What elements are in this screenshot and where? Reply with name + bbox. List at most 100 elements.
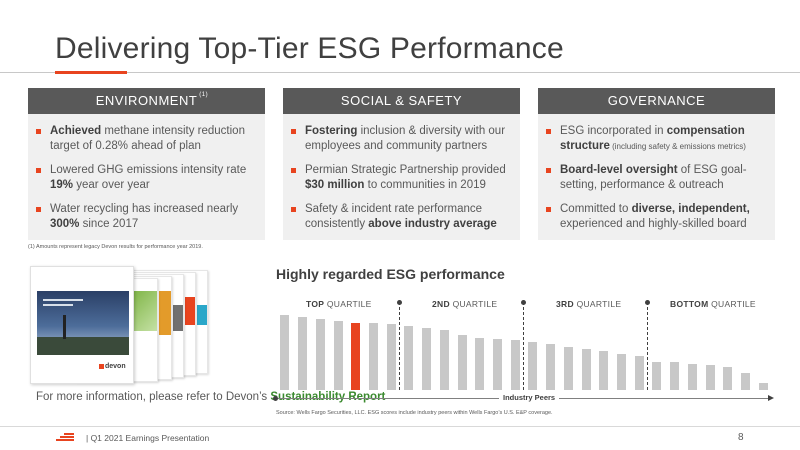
peer-bar (634, 355, 644, 390)
peer-bar (670, 362, 680, 390)
governance-panel: GOVERNANCE ESG incorporated in compensat… (538, 88, 775, 240)
peer-bar (687, 363, 697, 390)
environment-item-2-text-end: year over year (73, 179, 150, 191)
devon-logo-text: devon (105, 363, 126, 370)
environment-footnote-marker: (1) (199, 92, 209, 98)
social-item-1-text: inclusion & diversity with our employees… (305, 125, 506, 152)
devon-bar (351, 322, 361, 390)
footer-presentation-name: | Q1 2021 Earnings Presentation (86, 433, 210, 443)
peer-bar (422, 327, 432, 390)
governance-heading: GOVERNANCE (538, 88, 775, 114)
governance-item-2: Board-level oversight of ESG goal-settin… (546, 163, 761, 193)
peer-bar (368, 322, 378, 390)
sustainability-report-thumbnail[interactable]: devon (30, 266, 220, 384)
governance-item-2-bold: Board-level oversight (560, 164, 678, 176)
title-accent-bar (55, 71, 127, 74)
social-item-2-text: Permian Strategic Partnership provided (305, 164, 506, 176)
page-number: 8 (738, 432, 744, 443)
governance-item-1-bold: compensation structure (560, 125, 745, 152)
social-item-2-text-end: to communities in 2019 (364, 179, 486, 191)
peer-bar (563, 346, 573, 390)
environment-panel: ENVIRONMENT (1) Achieved methane intensit… (28, 88, 265, 240)
quartile-label-3rd: 3RD QUARTILE (556, 299, 621, 309)
footer-divider (0, 426, 800, 427)
environment-item-1-bold: Achieved (50, 125, 102, 137)
sustainability-report-link[interactable]: Sustainability Report (270, 391, 386, 403)
quartile-label-2nd-bold: 2ND (432, 299, 450, 309)
peer-bar (581, 349, 591, 390)
peer-bar (439, 330, 449, 390)
peer-bar (315, 318, 325, 390)
social-item-3-bold: above industry average (368, 218, 497, 230)
peer-bar (386, 324, 396, 390)
social-item-2: Permian Strategic Partnership provided $… (291, 163, 506, 193)
report-caption: For more information, please refer to De… (36, 390, 385, 405)
devon-footer-logo-icon (56, 433, 74, 442)
slide-title: Delivering Top-Tier ESG Performance (55, 32, 564, 65)
devon-logo-icon (99, 364, 104, 369)
environment-item-3-text-end: since 2017 (79, 218, 139, 230)
report-cover-caption-line (43, 299, 83, 301)
social-item-3-text: Safety & incident rate performance consi… (305, 203, 483, 230)
quartile-label-top: TOP QUARTILE (306, 299, 372, 309)
report-cover: devon (30, 266, 134, 384)
report-cover-ground (37, 337, 129, 355)
peer-bar (758, 382, 768, 390)
drilling-rig-icon (63, 315, 66, 339)
quartile-label-top-bold: TOP (306, 299, 325, 309)
environment-item-1-text: methane intensity reduction target of 0.… (50, 125, 245, 152)
social-item-1: Fostering inclusion & diversity with our… (291, 124, 506, 154)
quartile-label-bottom-bold: BOTTOM (670, 299, 709, 309)
environment-item-1: Achieved methane intensity reduction tar… (36, 124, 251, 154)
environment-item-2: Lowered GHG emissions intensity rate 19%… (36, 163, 251, 193)
peer-bar (475, 337, 485, 390)
environment-item-3-text: Water recycling has increased nearly (50, 203, 239, 215)
chart-title: Highly regarded ESG performance (276, 266, 505, 282)
quartile-label-bottom: BOTTOM QUARTILE (670, 299, 756, 309)
environment-item-2-text: Lowered GHG emissions intensity rate (50, 164, 247, 176)
environment-item-2-bold: 19% (50, 179, 74, 191)
environment-footnote: (1) Amounts represent legacy Devon resul… (28, 244, 203, 250)
x-axis-label: Industry Peers (499, 393, 560, 402)
governance-item-3-text: Committed to (560, 203, 632, 215)
governance-item-3-bold: diverse, independent, (631, 203, 750, 215)
social-item-2-bold: $30 million (305, 179, 365, 191)
peer-bar (652, 362, 662, 390)
social-safety-panel: SOCIAL & SAFETY Fostering inclusion & di… (283, 88, 520, 240)
social-item-3: Safety & incident rate performance consi… (291, 202, 506, 232)
peer-bar (333, 321, 343, 390)
quartile-label-bottom-text: QUARTILE (708, 299, 756, 309)
quartile-divider-dot (645, 300, 650, 305)
quartile-divider-line (647, 302, 648, 390)
peer-bar (599, 351, 609, 390)
peer-bar (528, 342, 538, 390)
quartile-label-2nd: 2ND QUARTILE (432, 299, 497, 309)
chart-source: Source: Wells Fargo Securities, LLC. ESG… (276, 410, 553, 416)
report-caption-text: For more information, please refer to De… (36, 391, 271, 403)
peer-bar (457, 335, 467, 390)
governance-item-1-text: ESG incorporated in (560, 125, 667, 137)
governance-item-1-note: (including safety & emissions metrics) (609, 142, 746, 151)
quartile-label-3rd-text: QUARTILE (573, 299, 622, 309)
peer-bar (298, 317, 308, 390)
peer-bar (740, 372, 750, 390)
quartile-label-2nd-text: QUARTILE (449, 299, 498, 309)
environment-heading-text: ENVIRONMENT (95, 93, 198, 108)
quartile-divider-dot (521, 300, 526, 305)
peer-bar (546, 344, 556, 390)
peer-bar (492, 339, 502, 390)
quartile-divider-line (523, 302, 524, 390)
peer-bar (510, 339, 520, 390)
peer-bar (280, 314, 290, 390)
governance-item-1: ESG incorporated in compensation structu… (546, 124, 761, 154)
report-cover-caption-line (43, 304, 73, 306)
governance-item-3-text-end: experienced and highly-skilled board (560, 218, 747, 230)
title-divider (0, 72, 800, 73)
governance-item-3: Committed to diverse, independent, exper… (546, 202, 761, 232)
peer-bar (723, 367, 733, 390)
governance-item-2-text: of ESG goal-setting, performance & outre… (560, 164, 747, 191)
quartile-label-3rd-bold: 3RD (556, 299, 574, 309)
quartile-label-top-text: QUARTILE (324, 299, 372, 309)
environment-item-3: Water recycling has increased nearly 300… (36, 202, 251, 232)
peer-bar (705, 364, 715, 390)
